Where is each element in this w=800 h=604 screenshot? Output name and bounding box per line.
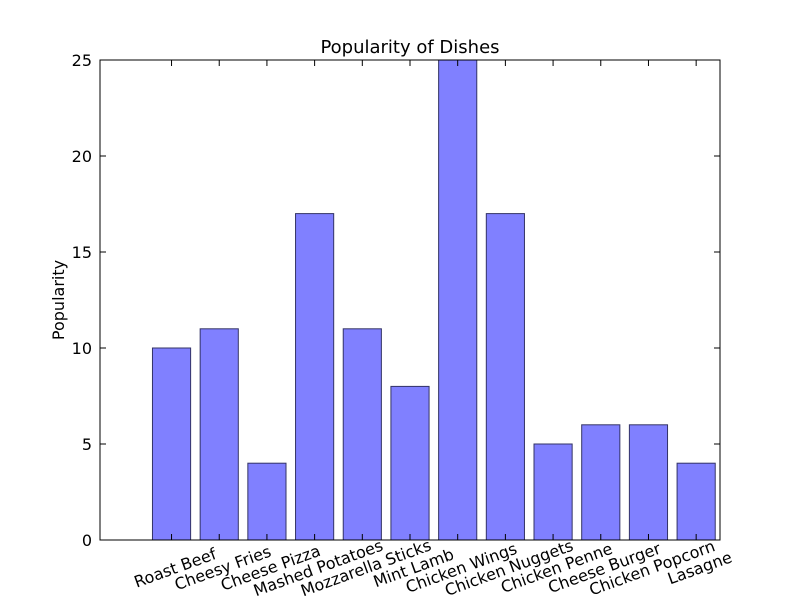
bar-mint-lamb (390, 385, 430, 541)
bar-lasagne (676, 462, 716, 541)
bar-chicken-penne (533, 443, 573, 541)
y-tick-label: 10 (72, 339, 92, 358)
bar-chicken-wings (438, 59, 478, 541)
bar-chicken-nuggets (485, 213, 525, 541)
y-tick-label: 20 (72, 147, 92, 166)
chart-title: Popularity of Dishes (320, 37, 499, 58)
bar-cheese-pizza (247, 462, 287, 541)
y-tick-label: 0 (82, 531, 92, 550)
bar-mashed-potatoes (295, 213, 335, 541)
y-tick-label: 15 (72, 243, 92, 262)
bar-cheesy-fries (199, 328, 239, 541)
y-axis-label: Popularity (49, 260, 68, 340)
bar-chicken-popcorn (628, 424, 669, 541)
bar-mozzarella-sticks (342, 328, 382, 541)
y-tick-label: 5 (82, 435, 92, 454)
bar-roast-beef (151, 347, 192, 541)
bar-cheese-burger (581, 424, 621, 541)
y-tick-label: 25 (72, 51, 92, 70)
